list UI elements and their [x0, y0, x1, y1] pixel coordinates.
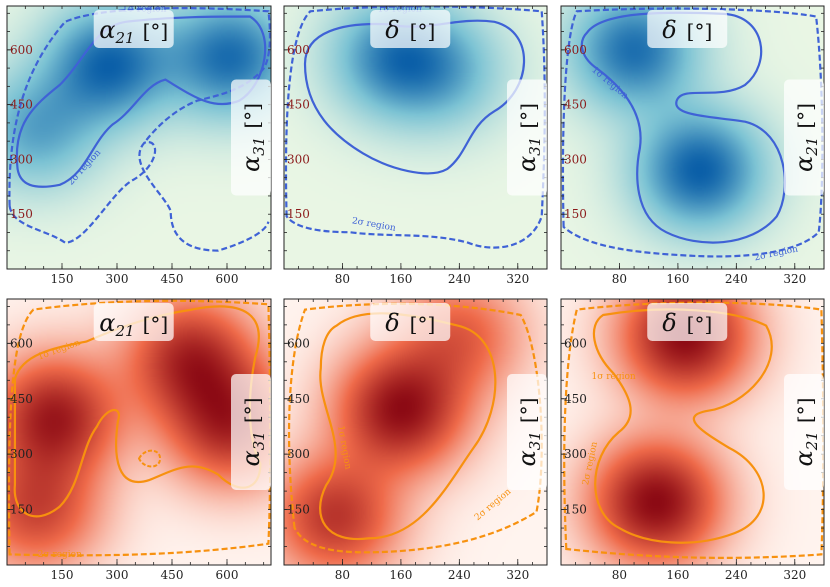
x-tick-label: 320	[783, 272, 806, 286]
y-axis-label: α31[°]	[513, 398, 544, 467]
x-tick-label: 450	[161, 568, 184, 582]
density-heatmap	[284, 6, 547, 269]
y-tick-label: 450	[287, 392, 310, 406]
y-tick-label: 300	[564, 447, 587, 461]
contour-1sigma	[319, 312, 497, 541]
y-tick-label: 450	[564, 392, 587, 406]
x-axis-label: δ [°]	[385, 309, 435, 337]
y-tick-label: 600	[10, 43, 33, 57]
y-tick-label: 300	[10, 152, 33, 166]
y-tick-label: 150	[564, 207, 587, 221]
x-tick-label: 600	[216, 568, 239, 582]
y-tick-label: 150	[287, 207, 310, 221]
y-tick-label: 600	[10, 336, 33, 350]
x-tick-label: 80	[335, 272, 350, 286]
y-tick-label: 600	[564, 336, 587, 350]
x-tick-label: 300	[106, 568, 129, 582]
contour-2sigma	[563, 301, 824, 559]
y-axis-label: α31[°]	[513, 103, 544, 172]
x-tick-label: 160	[666, 568, 689, 582]
x-tick-label: 240	[725, 568, 748, 582]
x-tick-label: 240	[725, 272, 748, 286]
x-tick-label: 160	[389, 568, 412, 582]
x-tick-label: 300	[106, 272, 129, 286]
x-tick-label: 160	[389, 272, 412, 286]
y-tick-label: 300	[287, 447, 310, 461]
y-tick-label: 450	[287, 98, 310, 112]
y-tick-label: 150	[564, 503, 587, 517]
x-tick-label: 80	[335, 568, 350, 582]
density-heatmap	[7, 299, 271, 565]
y-tick-label: 150	[287, 503, 310, 517]
contour-label: 2σ region	[38, 550, 82, 560]
y-tick-label: 150	[10, 503, 33, 517]
density-heatmap	[561, 299, 824, 565]
density-heatmap	[561, 6, 824, 269]
x-axis-label: δ [°]	[662, 309, 712, 337]
y-tick-label: 600	[564, 43, 587, 57]
x-tick-label: 600	[216, 272, 239, 286]
x-tick-label: 150	[51, 568, 74, 582]
x-axis-label: α21 [°]	[99, 16, 168, 47]
x-tick-label: 240	[448, 568, 471, 582]
contour-label: 1σ region	[591, 372, 635, 382]
contour-2sigma	[7, 299, 271, 557]
y-tick-label: 300	[10, 447, 33, 461]
y-tick-label: 300	[287, 152, 310, 166]
y-tick-label: 150	[10, 207, 33, 221]
x-tick-label: 320	[506, 272, 529, 286]
y-axis-label: α21[°]	[790, 398, 821, 467]
x-tick-label: 450	[161, 272, 184, 286]
contour-1sigma	[580, 11, 786, 244]
contour-2sigma	[287, 302, 543, 554]
x-tick-label: 320	[783, 568, 806, 582]
x-tick-label: 320	[506, 568, 529, 582]
y-tick-label: 450	[564, 98, 587, 112]
density-heatmap	[7, 6, 271, 269]
x-axis-label: α21 [°]	[99, 309, 168, 340]
y-tick-label: 450	[10, 392, 33, 406]
x-tick-label: 240	[448, 272, 471, 286]
x-axis-label: δ [°]	[385, 16, 435, 44]
x-tick-label: 150	[51, 272, 74, 286]
x-tick-label: 160	[666, 272, 689, 286]
x-tick-label: 80	[612, 568, 627, 582]
contour-2sigma-hole	[137, 449, 162, 468]
y-axis-label: α21[°]	[790, 103, 821, 172]
y-tick-label: 600	[287, 336, 310, 350]
y-axis-label: α31[°]	[237, 398, 268, 467]
x-tick-label: 80	[612, 272, 627, 286]
y-tick-label: 600	[287, 43, 310, 57]
x-axis-label: δ [°]	[662, 16, 712, 44]
y-tick-label: 450	[10, 98, 33, 112]
y-tick-label: 300	[564, 152, 587, 166]
y-axis-label: α31[°]	[237, 103, 268, 172]
contour-2sigma	[561, 7, 824, 258]
contour-1sigma	[592, 308, 773, 544]
